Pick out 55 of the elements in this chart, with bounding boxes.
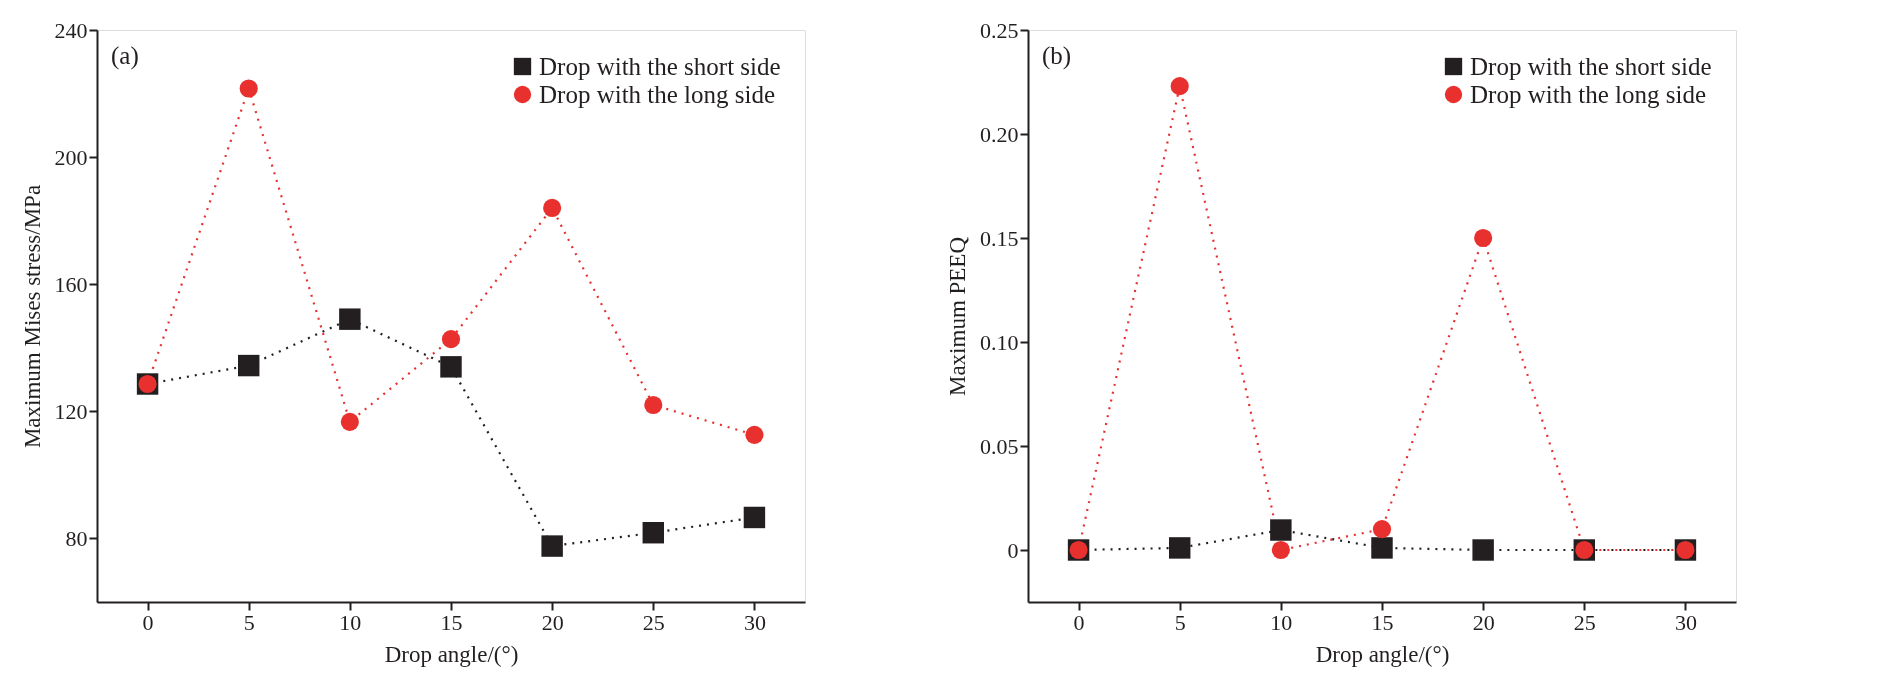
- x-axis-title: Drop angle/(°): [1315, 641, 1450, 667]
- point: [1472, 539, 1494, 561]
- point: [541, 535, 563, 557]
- x-tick-label: 30: [1674, 609, 1697, 635]
- y-tick-label: 0: [1007, 537, 1019, 563]
- point: [1270, 519, 1292, 541]
- y-tick-label: 120: [54, 398, 88, 424]
- point: [440, 356, 462, 378]
- y-tick-label: 0.05: [980, 433, 1019, 459]
- point: [642, 522, 665, 544]
- point: [339, 308, 361, 330]
- x-axis-title: Drop angle/(°): [384, 641, 519, 667]
- point: [1371, 537, 1393, 559]
- x-tick-label: 15: [440, 609, 463, 635]
- x-tick-label: 25: [642, 609, 665, 635]
- point: [743, 506, 766, 529]
- y-tick-label: 0.20: [980, 121, 1019, 147]
- x-tick-label: 20: [1472, 609, 1495, 635]
- y-tick-label: 160: [54, 271, 88, 297]
- x-tick-label: 15: [1371, 609, 1394, 635]
- x-tick-label: 25: [1573, 609, 1596, 635]
- point: [644, 395, 663, 415]
- x-tick-label: 5: [1174, 609, 1186, 635]
- point: [340, 412, 359, 431]
- point: [1372, 520, 1392, 539]
- x-tick-label: 0: [1073, 609, 1085, 635]
- y-axis-title: Maximum PEEQ: [945, 236, 970, 397]
- y-tick-label: 0.10: [980, 329, 1019, 355]
- point: [1170, 77, 1189, 96]
- y-tick-label: 0.15: [980, 225, 1019, 251]
- point: [237, 354, 260, 377]
- y-tick-label: 0.25: [980, 17, 1019, 43]
- point: [239, 79, 258, 98]
- x-tick-label: 30: [743, 609, 766, 635]
- point: [441, 330, 461, 349]
- y-tick-label: 80: [65, 525, 88, 551]
- point: [745, 425, 764, 444]
- annotation: (b): [1042, 42, 1072, 70]
- legend-label: Drop with the short side: [1470, 52, 1712, 80]
- x-tick-label: 0: [142, 609, 154, 635]
- x-tick-label: 10: [339, 609, 362, 635]
- point: [543, 198, 562, 218]
- x-tick-label: 10: [1270, 609, 1293, 635]
- x-tick-label: 20: [541, 609, 564, 635]
- y-tick-label: 200: [54, 144, 88, 170]
- point: [1474, 228, 1493, 248]
- x-tick-label: 5: [243, 609, 255, 635]
- legend-label: Drop with the short side: [539, 52, 781, 80]
- y-tick-label: 240: [54, 17, 88, 43]
- y-axis-title: Maximum Mises stress/MPa: [19, 184, 45, 449]
- legend-label: Drop with the long side: [1470, 80, 1707, 108]
- legend-label: Drop with the long side: [539, 80, 776, 108]
- point: [1168, 537, 1191, 559]
- point: [1271, 540, 1290, 560]
- annotation: (a): [111, 42, 139, 70]
